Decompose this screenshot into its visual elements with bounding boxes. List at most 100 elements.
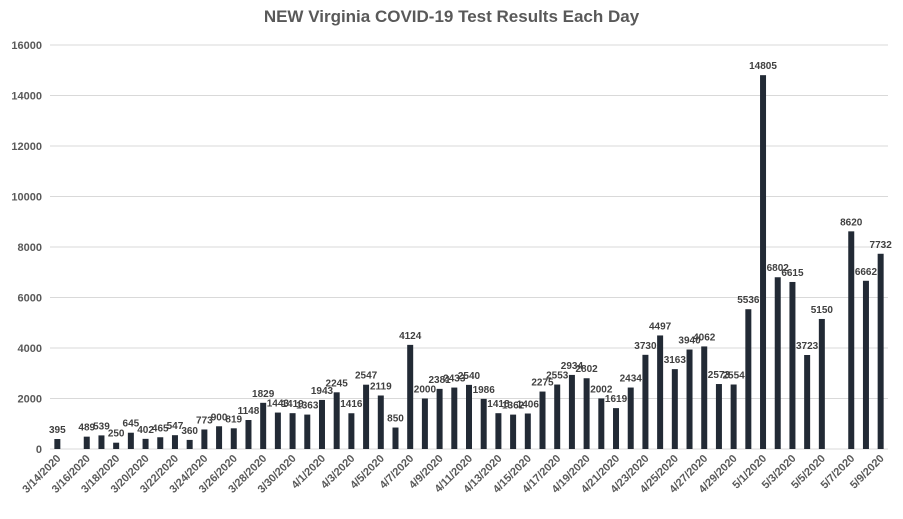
data-label: 5150 (811, 305, 834, 316)
data-label: 850 (387, 414, 404, 425)
data-label: 250 (108, 429, 125, 440)
data-label: 4497 (649, 321, 672, 332)
bar (774, 277, 781, 449)
data-label: 3730 (634, 341, 657, 352)
y-tick-label: 14000 (11, 91, 42, 103)
data-label: 2433 (443, 374, 466, 385)
bar (245, 420, 252, 449)
data-label: 2553 (546, 371, 569, 382)
bar (318, 399, 325, 449)
bar (671, 369, 678, 449)
data-label: 2573 (708, 370, 731, 381)
y-tick-label: 6000 (18, 293, 42, 305)
bar (201, 429, 208, 449)
y-tick-label: 8000 (18, 242, 42, 254)
bar (289, 413, 296, 449)
bar (583, 378, 590, 449)
bar (421, 398, 428, 449)
data-label: 1148 (238, 406, 260, 417)
data-label: 4062 (693, 332, 716, 343)
bar (54, 439, 61, 449)
bar (377, 395, 384, 449)
data-label: 1619 (605, 394, 628, 405)
bar (862, 280, 869, 449)
data-label: 539 (93, 421, 110, 432)
bar (818, 318, 825, 449)
bar (598, 398, 605, 449)
y-tick-label: 4000 (18, 343, 42, 355)
bar (686, 349, 693, 449)
bar (274, 412, 281, 449)
data-label: 1418 (487, 399, 510, 410)
bar (113, 442, 120, 449)
bar (877, 253, 884, 449)
data-label: 489 (78, 423, 95, 434)
data-label: 1829 (252, 389, 275, 400)
bar (510, 414, 517, 449)
bar (363, 384, 370, 449)
bar (142, 438, 149, 449)
bar (127, 432, 134, 449)
data-label: 1362 (502, 401, 525, 412)
data-label: 2245 (326, 378, 349, 389)
bar (657, 335, 664, 449)
data-label: 819 (225, 414, 242, 425)
data-label: 360 (181, 426, 198, 437)
bar (186, 439, 193, 449)
bar (216, 426, 223, 449)
data-label: 395 (49, 425, 66, 436)
data-label: 1986 (473, 385, 496, 396)
data-label: 6615 (781, 268, 804, 279)
data-label: 7732 (870, 240, 893, 251)
bar (642, 354, 649, 449)
data-label: 2934 (561, 361, 584, 372)
data-label: 773 (196, 415, 213, 426)
data-label: 14805 (749, 61, 777, 72)
bar (171, 435, 178, 449)
bar (495, 413, 502, 449)
y-tick-label: 2000 (18, 394, 42, 406)
data-label: 3723 (796, 341, 819, 352)
data-label: 645 (123, 419, 140, 430)
data-label: 1363 (296, 401, 319, 412)
bar (613, 408, 620, 449)
bar (157, 437, 164, 449)
bar (392, 427, 399, 449)
bar (304, 414, 311, 449)
data-label: 4124 (399, 331, 422, 342)
data-label: 1419 (281, 399, 304, 410)
y-tick-label: 10000 (11, 192, 42, 204)
data-label: 2119 (370, 381, 392, 392)
bar (715, 384, 722, 449)
bar (83, 436, 90, 449)
data-label: 402 (137, 425, 154, 436)
bar (480, 398, 487, 449)
y-tick-label: 0 (36, 444, 42, 456)
bar (524, 413, 531, 449)
bar (804, 354, 811, 449)
data-label: 2554 (723, 371, 746, 382)
data-label: 1406 (517, 399, 540, 410)
bar (568, 374, 575, 449)
data-label: 3163 (664, 355, 687, 366)
bar (436, 388, 443, 449)
bar (701, 346, 708, 449)
data-label: 3940 (678, 336, 701, 347)
data-label: 2802 (575, 364, 598, 375)
data-label: 2540 (458, 371, 481, 382)
data-label: 1943 (311, 386, 334, 397)
data-label: 2002 (590, 384, 613, 395)
data-label: 547 (167, 421, 184, 432)
data-label: 1416 (340, 399, 363, 410)
data-label: 2000 (414, 385, 437, 396)
y-tick-label: 16000 (11, 40, 42, 52)
bar (848, 231, 855, 449)
data-label: 2434 (620, 374, 643, 385)
data-label: 465 (152, 423, 169, 434)
data-label: 900 (211, 412, 228, 423)
bar (451, 387, 458, 449)
bar (348, 413, 355, 449)
data-label: 2547 (355, 371, 378, 382)
chart-title: NEW Virginia COVID-19 Test Results Each … (263, 7, 640, 26)
